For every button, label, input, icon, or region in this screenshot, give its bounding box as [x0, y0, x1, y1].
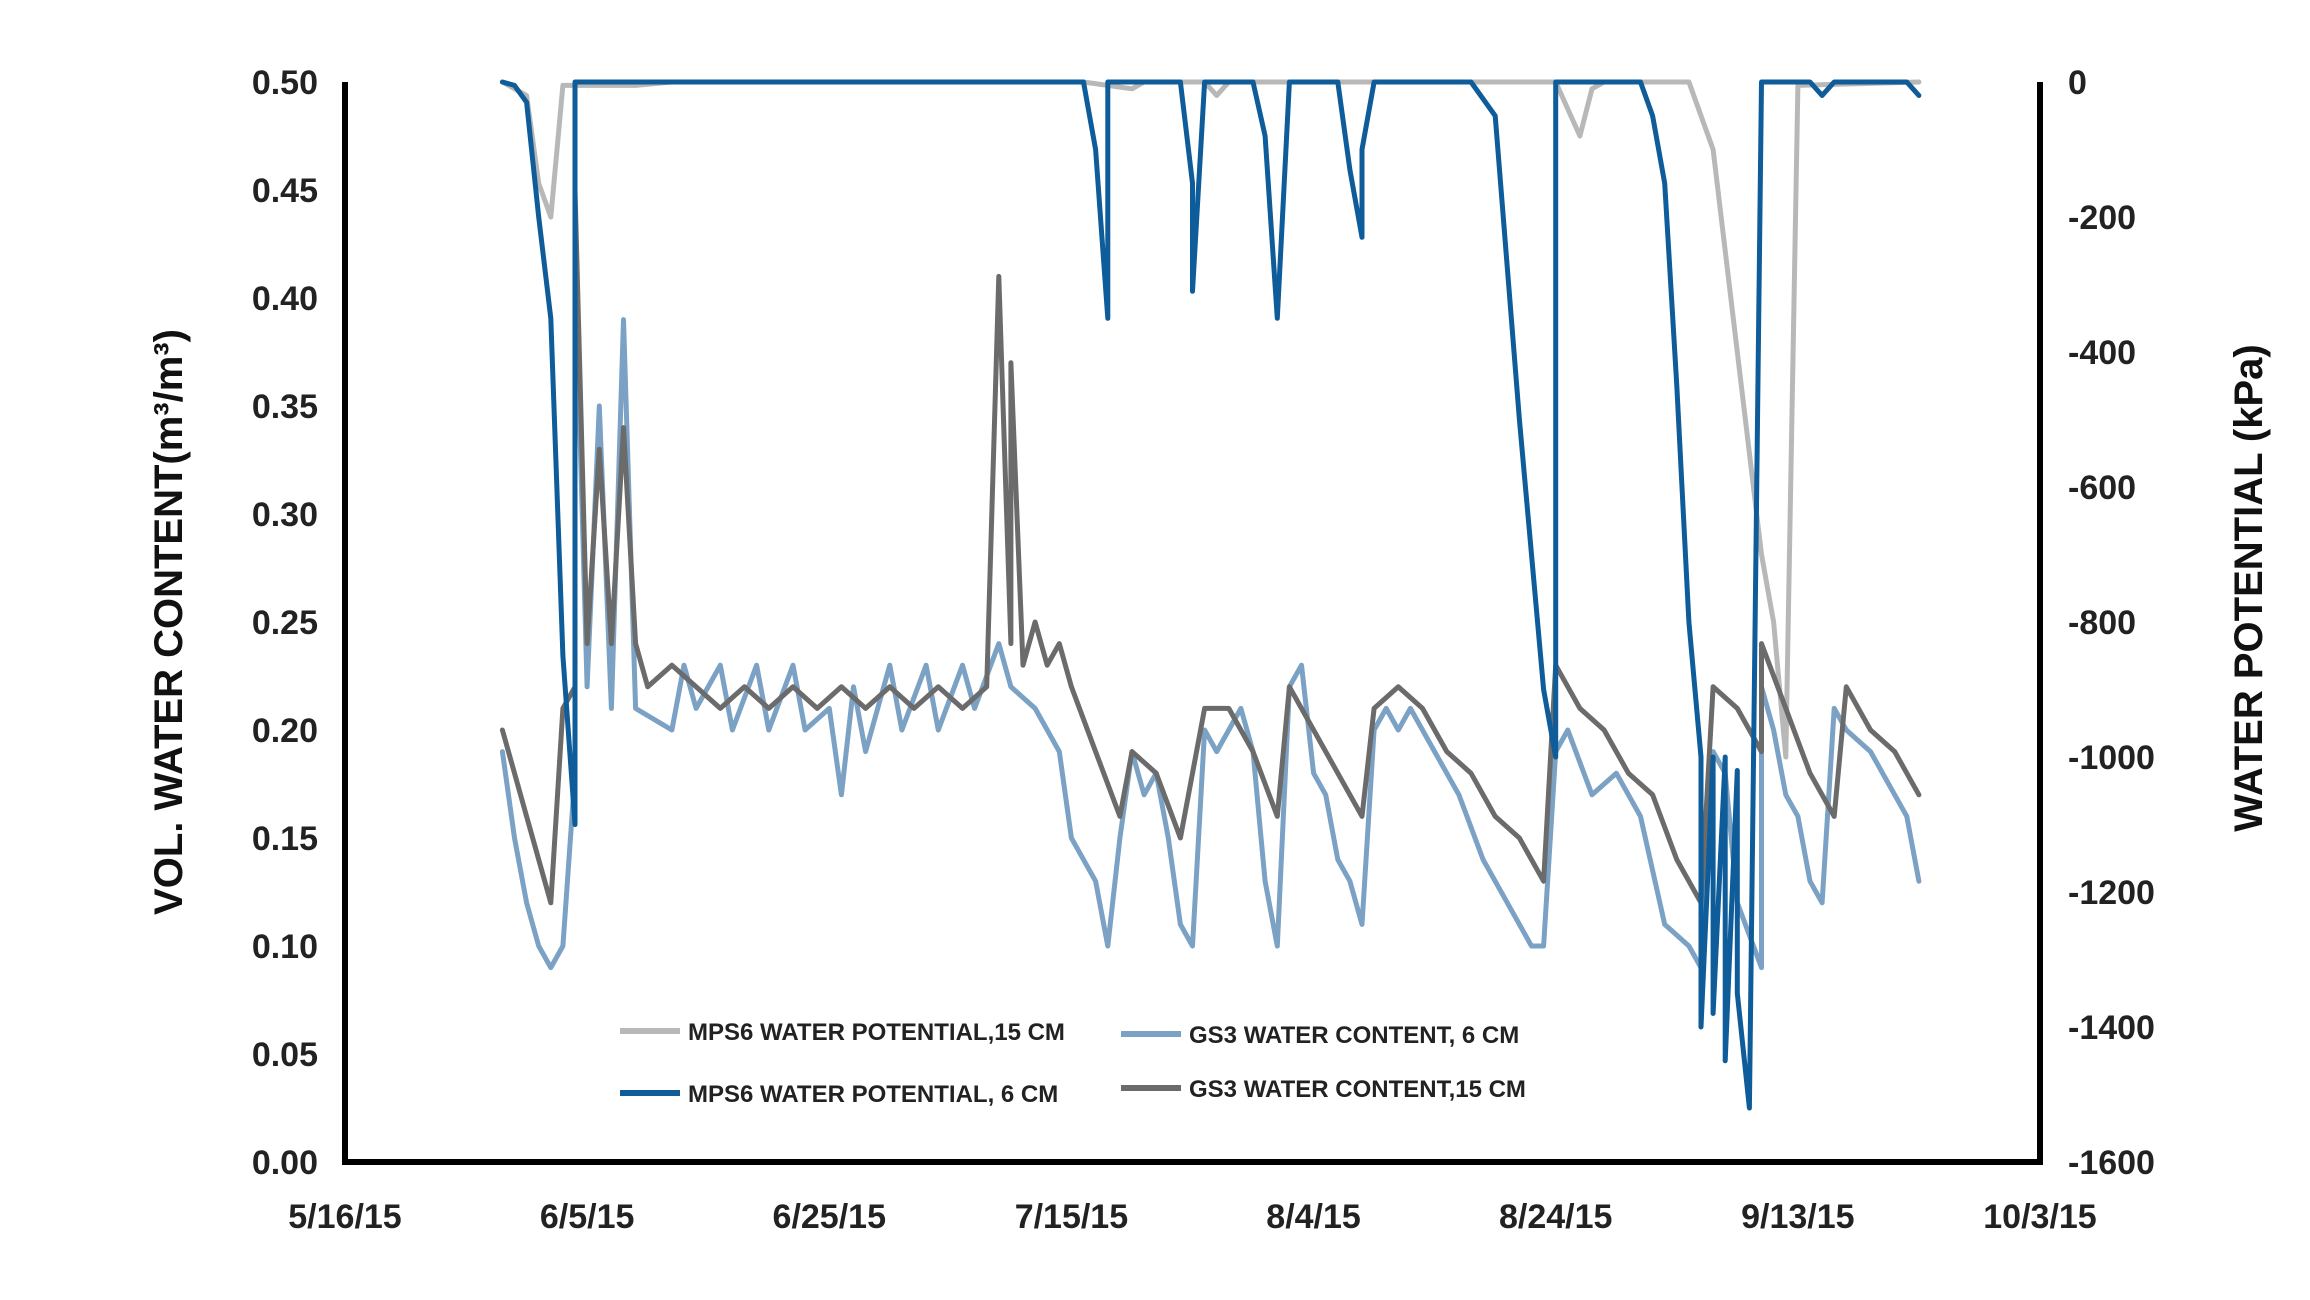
- y-right-tick-label: -400: [2068, 334, 2136, 372]
- legend-item-gs3-water-content-6-cm: GS3 WATER CONTENT, 6 CM: [1121, 1022, 1519, 1049]
- x-tick-label: 10/3/15: [1983, 1198, 2096, 1236]
- x-tick-label: 7/15/15: [1015, 1198, 1128, 1236]
- x-tick-label: 6/25/15: [773, 1198, 886, 1236]
- y-right-tick-label: -1000: [2068, 739, 2155, 777]
- x-tick-label: 9/13/15: [1741, 1198, 1854, 1236]
- x-tick-label: 5/16/15: [288, 1198, 401, 1236]
- left-axis-title: VOL. WATER CONTENT(m³/m³): [147, 329, 191, 915]
- y-right-tick-label: 0: [2068, 64, 2087, 102]
- y-right-tick-label: -600: [2068, 469, 2136, 507]
- y-right-tick-label: -1200: [2068, 874, 2155, 912]
- y-left-tick-label: 0.50: [252, 64, 318, 102]
- series-line-mps6-water-potential-6-cm: [499, 79, 1922, 1111]
- y-left-tick-label: 0.30: [252, 496, 318, 534]
- y-left-tick-label: 0.00: [252, 1144, 318, 1182]
- x-tick-label: 6/5/15: [540, 1198, 635, 1236]
- x-tick-labels: 5/16/15 6/5/15 6/25/15 7/15/15 8/4/15 8/24/15…: [288, 1198, 2096, 1236]
- legend-label: MPS6 WATER POTENTIAL, 6 CM: [688, 1081, 1058, 1108]
- left-tick-labels: 0.00 0.05 0.10 0.15 0.20 0.25 0.30 0.35 0.40 0.45…: [252, 64, 318, 1182]
- right-tick-labels: 0 -200 -400 -600 -800 -1000 -1200 -1400 -1600: [2068, 64, 2155, 1182]
- y-right-tick-label: -1600: [2068, 1144, 2155, 1182]
- y-right-tick-label: -1400: [2068, 1009, 2155, 1047]
- legend: MPS6 WATER POTENTIAL,15 CM MPS6 WATER POT…: [620, 1019, 1526, 1108]
- legend-item-mps6-water-potential-15-cm: MPS6 WATER POTENTIAL,15 CM: [620, 1019, 1065, 1046]
- legend-item-gs3-water-content-15-cm: GS3 WATER CONTENT,15 CM: [1121, 1076, 1526, 1103]
- y-left-tick-label: 0.25: [252, 604, 318, 642]
- series-group: [499, 79, 1922, 1111]
- series-line-mps6-water-potential-15-cm: [499, 79, 1922, 760]
- x-tick-label: 8/24/15: [1499, 1198, 1612, 1236]
- legend-label: GS3 WATER CONTENT,15 CM: [1189, 1076, 1526, 1103]
- y-left-tick-label: 0.05: [252, 1036, 318, 1074]
- y-left-tick-label: 0.35: [252, 388, 318, 426]
- x-tick-label: 8/4/15: [1266, 1198, 1361, 1236]
- y-right-tick-label: -200: [2068, 199, 2136, 237]
- legend-label: MPS6 WATER POTENTIAL,15 CM: [688, 1019, 1065, 1046]
- y-left-tick-label: 0.40: [252, 280, 318, 318]
- legend-item-mps6-water-potential-6-cm: MPS6 WATER POTENTIAL, 6 CM: [620, 1081, 1058, 1108]
- y-right-tick-label: -800: [2068, 604, 2136, 642]
- axes-group: [342, 82, 2043, 1165]
- y-left-tick-label: 0.10: [252, 928, 318, 966]
- y-left-tick-label: 0.45: [252, 172, 318, 210]
- legend-label: GS3 WATER CONTENT, 6 CM: [1189, 1022, 1519, 1049]
- y-left-tick-label: 0.15: [252, 820, 318, 858]
- right-axis-title: WATER POTENTIAL (kPa): [2227, 344, 2271, 831]
- y-left-tick-label: 0.20: [252, 712, 318, 750]
- series-line-gs3-water-content-15-cm: [499, 187, 1922, 906]
